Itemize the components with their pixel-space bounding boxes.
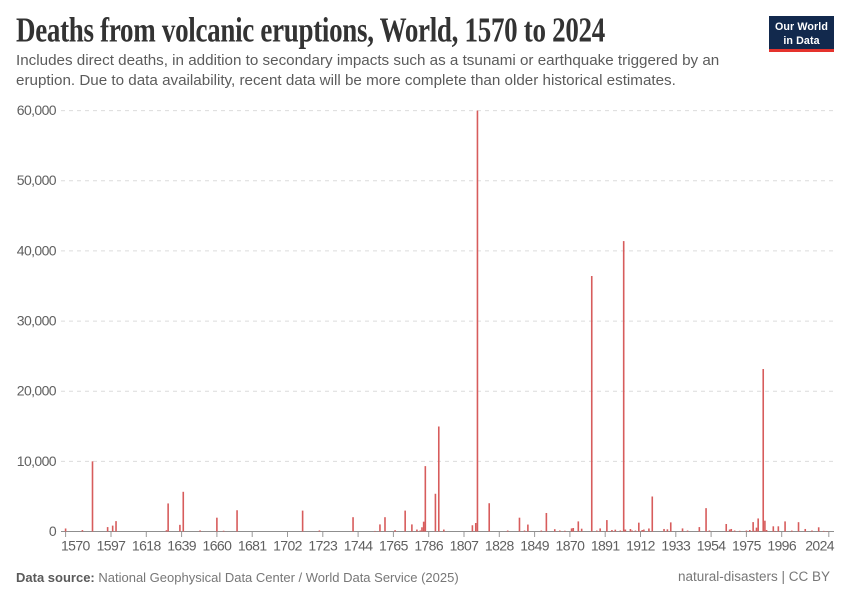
svg-text:0: 0: [49, 523, 57, 539]
svg-text:1954: 1954: [697, 538, 727, 554]
svg-text:1681: 1681: [238, 538, 268, 554]
svg-text:1996: 1996: [767, 538, 797, 554]
svg-text:1891: 1891: [591, 538, 621, 554]
svg-text:50,000: 50,000: [17, 172, 57, 188]
svg-text:1744: 1744: [344, 538, 374, 554]
svg-text:1933: 1933: [661, 538, 691, 554]
svg-text:1807: 1807: [450, 538, 480, 554]
svg-text:1660: 1660: [203, 538, 233, 554]
svg-text:1849: 1849: [520, 538, 550, 554]
svg-text:1618: 1618: [132, 538, 162, 554]
svg-text:1639: 1639: [167, 538, 197, 554]
svg-text:1723: 1723: [308, 538, 338, 554]
svg-text:1570: 1570: [61, 538, 91, 554]
svg-text:1702: 1702: [273, 538, 303, 554]
svg-text:40,000: 40,000: [17, 242, 57, 258]
svg-text:1975: 1975: [732, 538, 762, 554]
svg-text:2024: 2024: [805, 538, 835, 554]
svg-text:30,000: 30,000: [17, 313, 57, 329]
svg-text:10,000: 10,000: [17, 453, 57, 469]
svg-text:1912: 1912: [626, 538, 656, 554]
svg-text:60,000: 60,000: [17, 102, 57, 118]
svg-text:1870: 1870: [556, 538, 586, 554]
svg-text:1765: 1765: [379, 538, 409, 554]
svg-text:20,000: 20,000: [17, 383, 57, 399]
svg-text:1786: 1786: [414, 538, 444, 554]
svg-text:1828: 1828: [485, 538, 515, 554]
svg-text:1597: 1597: [97, 538, 127, 554]
